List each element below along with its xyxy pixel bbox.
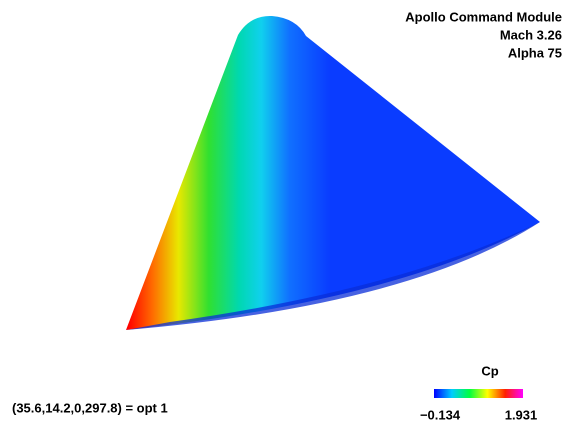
title-line: Alpha 75 [508,45,562,60]
colorbar-label: Cp [481,363,498,378]
visualization: Apollo Command Module Mach 3.26 Alpha 75… [0,0,568,423]
title-line: Apollo Command Module [405,9,562,24]
title-line: Mach 3.26 [500,27,562,42]
colorbar-max: 1.931 [505,407,538,422]
capsule-surface [126,16,540,330]
colorbar-min: −0.134 [420,407,461,422]
view-label: (35.6,14.2,0,297.8) = opt 1 [12,400,168,415]
colorbar [434,389,523,398]
